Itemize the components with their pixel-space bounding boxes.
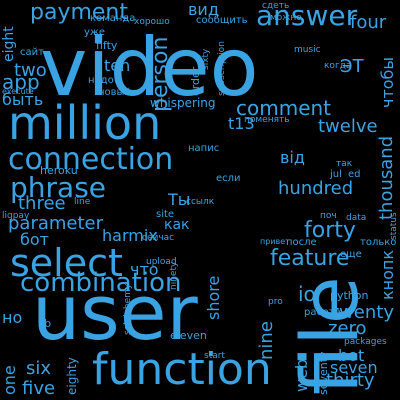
word-kogda: когда: [324, 61, 352, 71]
word-order: order: [189, 66, 202, 96]
word-seichas: сейчас: [142, 233, 175, 243]
word-payment: payment: [30, 0, 129, 25]
word-python: python: [330, 289, 369, 302]
word-eshche: еще: [340, 249, 362, 260]
word-user: user: [32, 268, 198, 357]
word-jul: jul: [330, 169, 342, 180]
word-million: million: [8, 96, 162, 150]
word-seventy: seventy: [317, 351, 330, 395]
word-six: six: [26, 358, 52, 379]
word-shore: shore: [204, 275, 223, 320]
word-chto: что: [130, 260, 159, 279]
word-app: app: [2, 70, 40, 94]
word-bot: bot: [338, 346, 365, 365]
word-rabota: работа: [304, 307, 341, 318]
word-hundred: hundred: [278, 178, 354, 199]
word-video: video: [40, 21, 259, 114]
word-ten: ten: [104, 56, 131, 75]
word-twelve: twelve: [318, 116, 378, 137]
word-kak: как: [164, 217, 190, 233]
word-four: four: [350, 12, 387, 33]
word-komanda: команда: [90, 13, 136, 24]
word-sqlalchemy: sqlalchemy: [123, 283, 133, 335]
word-seven: seven: [330, 358, 378, 377]
word-three: three: [18, 193, 66, 214]
word-chtoby: чтобы: [378, 56, 397, 108]
word-one: one: [0, 365, 19, 395]
word-pomenyat: поменять: [244, 115, 290, 125]
word-privet: привет: [260, 237, 290, 246]
word-tolko: только: [360, 237, 397, 248]
word-music: music: [294, 45, 321, 55]
word-harmix: harmix: [102, 226, 158, 245]
word-nine: nine: [256, 321, 277, 360]
word-sixty: sixty: [201, 48, 211, 70]
word-ed: ed: [348, 169, 361, 180]
word-status: status: [389, 212, 399, 240]
word-eight: eight: [1, 26, 17, 62]
word-posle: после: [286, 237, 317, 248]
word-khorosho: хорошо: [134, 17, 170, 27]
word-napis: напис: [188, 143, 220, 154]
word-sdelat: сдеть: [262, 1, 290, 11]
word-knopk: кнопк: [378, 249, 397, 300]
word-five: five: [22, 378, 56, 399]
word-sait: сайт: [20, 47, 44, 58]
word-ty: Ты: [168, 190, 191, 209]
word-line: line: [74, 197, 91, 207]
word-esli: если: [216, 173, 241, 184]
word-combination: combination: [20, 268, 182, 298]
word-thousand: thousand: [376, 135, 397, 220]
word-vid-ua: від: [280, 148, 305, 167]
word-answer: answer: [256, 0, 358, 32]
word-eighty: eighty: [65, 357, 79, 395]
word-function: function: [92, 344, 272, 395]
word-soobshchit: сообщить: [196, 15, 248, 26]
word-comment: comment: [236, 96, 332, 120]
word-lib: lib: [38, 317, 52, 330]
word-byt: быть: [2, 90, 44, 109]
word-poch: поч: [320, 211, 337, 221]
word-packages: packages: [344, 337, 387, 347]
word-novy: новый: [98, 87, 131, 98]
word-io: io: [298, 282, 316, 306]
word-et: ЭТ: [340, 56, 364, 77]
word-no: но: [2, 308, 23, 327]
word-heroku: heroku: [40, 164, 78, 177]
word-parameter: parameter: [8, 213, 104, 234]
word-zero: zero: [328, 318, 367, 339]
word-subscription: subscription: [217, 41, 227, 96]
word-nado: надо: [88, 75, 114, 86]
word-two: two: [14, 60, 47, 81]
word-mozhno: можно: [270, 13, 302, 23]
word-ssylk: ссылк: [186, 197, 215, 207]
word-vid: вид: [188, 0, 219, 19]
word-fifty: fifty: [96, 39, 118, 52]
word-phrase: phrase: [10, 171, 107, 204]
word-site: site: [156, 209, 175, 220]
word-execute: execute: [2, 87, 34, 96]
word-tak: так: [336, 159, 353, 169]
word-select: select: [10, 241, 123, 285]
word-start: start: [204, 351, 225, 361]
word-web: web: [292, 358, 311, 392]
word-thirty: thirty: [326, 370, 375, 391]
word-upload: upload: [146, 257, 177, 267]
word-uzhe: уже: [84, 27, 106, 38]
word-twenty: twenty: [332, 302, 394, 323]
word-connection: connection: [8, 142, 174, 177]
word-eleven: eleven: [170, 329, 207, 342]
word-whispering: whispering: [150, 96, 216, 110]
word-forty: forty: [304, 218, 356, 243]
word-pro: pro: [268, 297, 283, 307]
word-liqpay: liqpay: [2, 211, 30, 221]
word-t13: t13: [228, 114, 255, 133]
word-data: data: [346, 213, 367, 223]
word-feature: feature: [270, 246, 350, 271]
word-bot-ru: бот: [20, 230, 49, 249]
